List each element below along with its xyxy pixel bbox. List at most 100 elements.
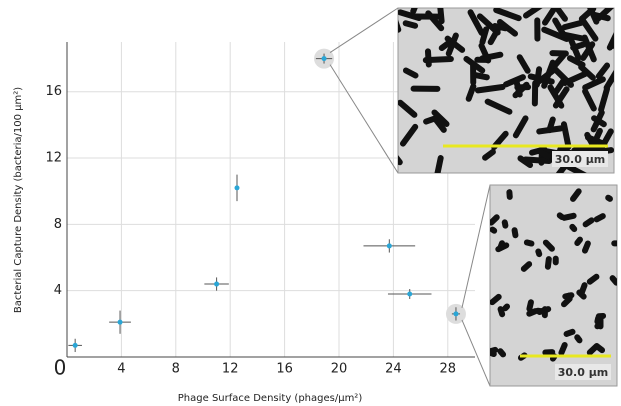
bacterium [609, 275, 617, 286]
bacterium [541, 26, 570, 43]
bacterium [517, 155, 534, 169]
point [321, 56, 327, 62]
bacterium [402, 20, 419, 29]
bacterium [490, 214, 500, 226]
bacterium [534, 17, 541, 42]
bacterium [433, 155, 444, 173]
scale-label-bg [552, 151, 608, 167]
point [214, 281, 220, 287]
bacterium [570, 41, 587, 51]
callout-line [329, 7, 399, 53]
bacterium [561, 71, 588, 86]
bacterium [511, 227, 519, 239]
x-tick-label: 16 [276, 362, 293, 377]
micrograph: 30.0 µm [489, 184, 618, 387]
y-tick-label: 4 [54, 283, 62, 298]
bacterium [544, 256, 552, 270]
bacterium [402, 67, 419, 79]
bacterium [482, 148, 496, 161]
bacterium [493, 8, 522, 22]
scale-label: 30.0 µm [558, 366, 609, 379]
bacterium [474, 56, 490, 63]
bacterium [542, 349, 556, 356]
bacterium [574, 236, 583, 247]
bacterium [476, 13, 501, 36]
x-tick-label: 20 [331, 362, 348, 377]
x-tick-label: 12 [222, 362, 239, 377]
bacterium [546, 116, 556, 134]
bacterium [398, 149, 403, 166]
bacterium [580, 41, 596, 61]
bacterium [490, 293, 502, 306]
x-tick-label: 4 [117, 362, 125, 377]
bacterium [503, 74, 526, 88]
micrograph: 30.0 µm [397, 7, 615, 174]
y-tick-label: 16 [45, 84, 62, 99]
bacterium [502, 303, 511, 312]
bacterium [534, 307, 545, 315]
y-tick-label: 8 [54, 217, 62, 232]
bacterium [594, 322, 602, 330]
x-tick-label: 28 [440, 362, 457, 377]
bacterium [561, 19, 585, 31]
bacterium [603, 66, 614, 91]
bacterium [579, 8, 597, 22]
bacterium [501, 219, 509, 229]
bacterium [512, 115, 529, 139]
x-tick-label: 0 [54, 356, 67, 380]
bacterium [490, 346, 499, 356]
bacterium [410, 85, 441, 92]
bacterium [552, 86, 570, 109]
scale-label-bg [555, 364, 611, 380]
callout-line [461, 184, 491, 309]
callout-line [329, 64, 399, 174]
bacterium [551, 8, 568, 22]
bacterium [479, 26, 490, 46]
bacterium [465, 83, 477, 102]
bacterium [523, 239, 535, 247]
bacterium [526, 299, 534, 312]
bacterium [598, 85, 611, 113]
bacterium [431, 109, 450, 128]
bacterium [606, 29, 614, 51]
bacterium [523, 8, 545, 19]
bacterium [595, 312, 607, 320]
bacterium [579, 282, 588, 295]
point [386, 243, 392, 249]
bacterium [574, 334, 583, 344]
y-axis-title: Bacterial Capture Density (bacteria/100 … [13, 87, 24, 313]
bacterium [463, 55, 486, 74]
bacterium [412, 13, 441, 20]
bacterium [582, 76, 606, 91]
y-tick-label: 12 [45, 151, 62, 166]
bacterium [591, 115, 607, 128]
bacterium [558, 31, 586, 42]
bacterium [541, 59, 556, 89]
bacterium [569, 223, 578, 233]
bacterium [566, 292, 573, 301]
bacterium [467, 9, 485, 36]
bacterium [542, 8, 558, 26]
bacterium [591, 11, 611, 22]
bacterium [474, 84, 506, 94]
x-tick-label: 8 [172, 362, 180, 377]
bacterium [552, 255, 559, 266]
bacterium [497, 348, 507, 358]
bacterium [611, 240, 617, 247]
bacterium [593, 213, 606, 223]
bacterium [432, 116, 447, 133]
bacterium [561, 212, 577, 221]
scale-label: 30.0 µm [555, 153, 606, 166]
bacterium [582, 217, 595, 228]
bacterium [398, 17, 402, 33]
point [407, 291, 413, 297]
bacterium [424, 48, 432, 68]
bacterium [563, 328, 576, 337]
bacterium [497, 240, 506, 252]
callout-line [461, 319, 491, 387]
bacterium [569, 188, 582, 202]
bacterium [582, 88, 597, 112]
bacterium [520, 261, 533, 272]
point [117, 319, 123, 325]
bacterium [595, 62, 611, 80]
